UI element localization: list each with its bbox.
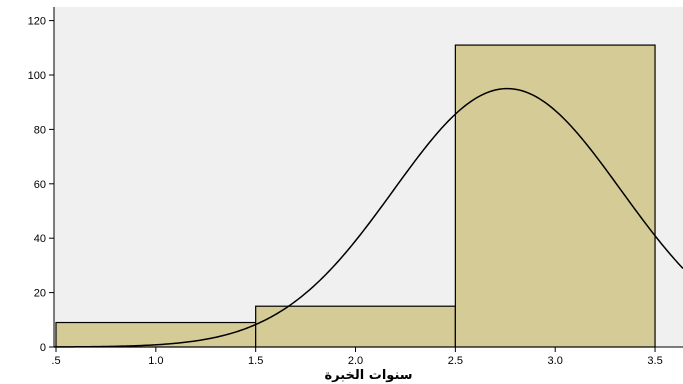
- axes-group: 0 20 40 60 80 100 120 .5 1.0 1.5 2.0 2.5 3.0 3.5: [28, 7, 683, 367]
- normal-curve: [53, 87, 683, 348]
- y-tick-label: 80: [34, 124, 46, 136]
- y-tick-label: 40: [34, 233, 46, 245]
- y-tick-label: 0: [40, 342, 46, 354]
- y-tick-label: 20: [34, 288, 46, 300]
- x-tick-label: 1.5: [248, 355, 263, 367]
- x-tick-label: 2.0: [348, 355, 363, 367]
- x-tick-label: .5: [51, 355, 60, 367]
- y-tick-label: 100: [28, 70, 46, 82]
- x-tick-label: 3.5: [647, 355, 662, 367]
- x-axis-title: سنوات الخبرة: [324, 368, 412, 383]
- histogram-bar-2: [255, 305, 456, 348]
- x-tick-label: 3.0: [548, 355, 563, 367]
- y-tick-label: 60: [34, 179, 46, 191]
- bars-group: [55, 44, 656, 348]
- histogram-bar-3: [454, 44, 656, 348]
- histogram-bar-1: [55, 321, 257, 348]
- x-tick-label: 1.0: [148, 355, 163, 367]
- x-tick-label: 2.5: [448, 355, 463, 367]
- y-tick-label: 120: [28, 16, 46, 28]
